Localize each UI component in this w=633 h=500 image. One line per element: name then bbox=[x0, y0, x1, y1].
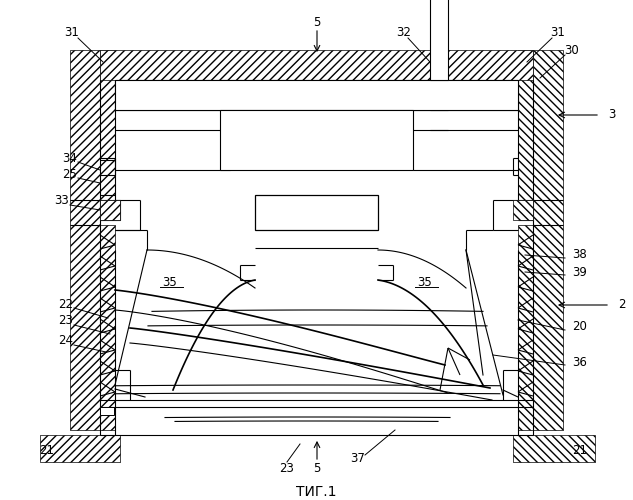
Text: 5: 5 bbox=[313, 16, 321, 28]
Text: 23: 23 bbox=[280, 462, 294, 474]
Text: 24: 24 bbox=[58, 334, 73, 347]
Polygon shape bbox=[100, 50, 533, 80]
Text: 37: 37 bbox=[351, 452, 365, 464]
Text: 39: 39 bbox=[572, 266, 587, 278]
Polygon shape bbox=[513, 435, 595, 462]
Text: 22: 22 bbox=[58, 298, 73, 310]
Bar bbox=[430, 0, 448, 80]
Text: 21: 21 bbox=[39, 444, 54, 456]
Text: 2: 2 bbox=[618, 298, 625, 312]
Polygon shape bbox=[100, 50, 115, 200]
Polygon shape bbox=[513, 200, 533, 220]
Bar bbox=[100, 407, 114, 415]
Text: 3: 3 bbox=[608, 108, 615, 122]
Text: ΤИГ.1: ΤИГ.1 bbox=[296, 485, 336, 499]
Text: 33: 33 bbox=[54, 194, 70, 207]
Text: 5: 5 bbox=[313, 462, 321, 475]
Text: 31: 31 bbox=[551, 26, 565, 38]
Polygon shape bbox=[518, 225, 533, 430]
Text: 34: 34 bbox=[63, 152, 77, 164]
Polygon shape bbox=[533, 50, 563, 430]
Polygon shape bbox=[70, 50, 100, 430]
Text: 21: 21 bbox=[572, 444, 587, 456]
Bar bbox=[255, 195, 378, 230]
Text: 38: 38 bbox=[572, 248, 587, 262]
Bar bbox=[220, 110, 413, 170]
Text: 25: 25 bbox=[63, 168, 77, 180]
Text: 32: 32 bbox=[396, 26, 411, 38]
Text: 20: 20 bbox=[572, 320, 587, 334]
Text: 31: 31 bbox=[65, 26, 79, 38]
Text: 35: 35 bbox=[418, 276, 432, 288]
Text: 23: 23 bbox=[59, 314, 73, 328]
Text: 35: 35 bbox=[163, 276, 177, 288]
Polygon shape bbox=[100, 200, 120, 220]
Text: 36: 36 bbox=[572, 356, 587, 368]
Polygon shape bbox=[100, 225, 115, 430]
Bar bbox=[115, 80, 518, 110]
Text: 30: 30 bbox=[565, 44, 579, 57]
Polygon shape bbox=[518, 50, 533, 200]
Polygon shape bbox=[40, 435, 120, 462]
